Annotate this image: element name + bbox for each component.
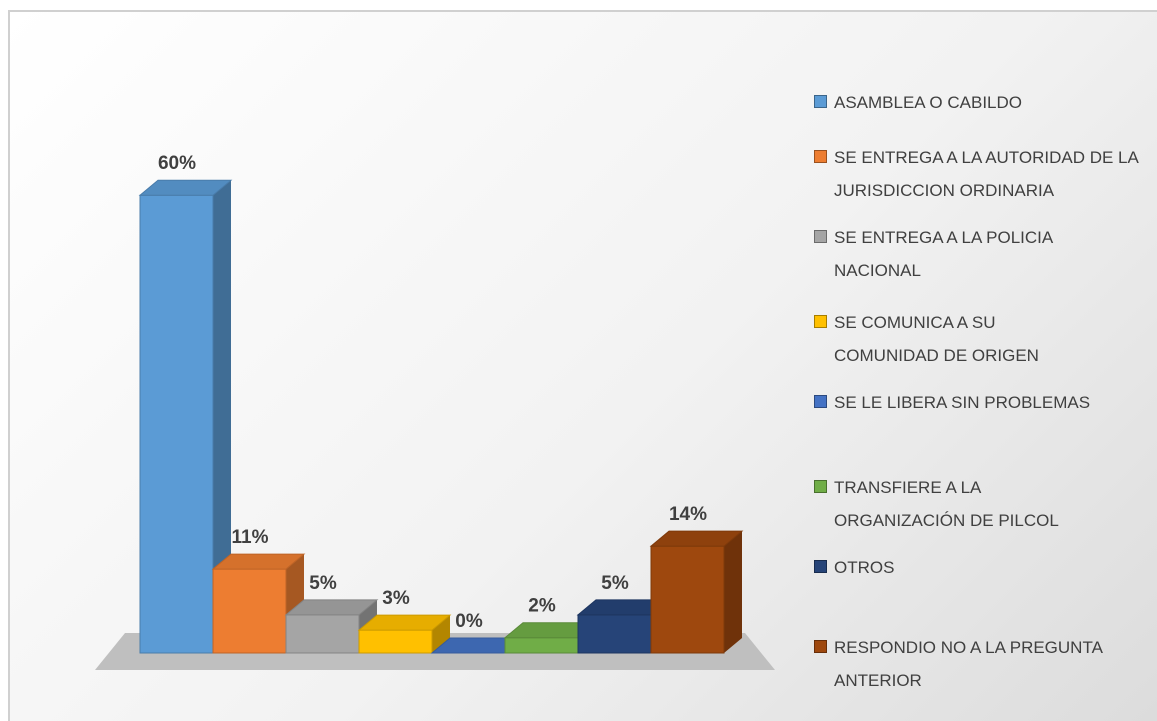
legend-label: SE LE LIBERA SIN PROBLEMAS (834, 393, 1091, 412)
bar-front (139, 194, 214, 654)
legend-item: SE ENTREGA A LA AUTORIDAD DE LA JURISDIC… (812, 141, 1157, 207)
legend-item: SE COMUNICA A SU COMUNIDAD DE ORIGEN (812, 306, 1054, 372)
bar-front (577, 614, 652, 654)
bar (211, 553, 306, 654)
data-label: 14% (669, 504, 707, 525)
bar-front (212, 568, 287, 654)
data-label: 5% (309, 573, 337, 594)
bar (649, 530, 744, 654)
legend-swatch (814, 640, 827, 653)
bar (357, 614, 452, 654)
legend-label: TRANSFIERE A LA ORGANIZACIÓN DE PILCOL (834, 478, 1059, 530)
legend-item: SE LE LIBERA SIN PROBLEMAS (812, 386, 1157, 419)
bar (138, 179, 233, 654)
legend-item: RESPONDIO NO A LA PREGUNTA ANTERIOR (812, 631, 1157, 697)
bar-top (649, 530, 744, 547)
legend-label: SE COMUNICA A SU COMUNIDAD DE ORIGEN (834, 313, 1039, 365)
bar-top (357, 614, 452, 631)
data-label: 3% (382, 588, 410, 609)
data-label: 2% (528, 596, 556, 617)
legend-label: ASAMBLEA O CABILDO (834, 93, 1023, 112)
bar-side (724, 531, 742, 653)
legend-label: SE ENTREGA A LA POLICIA NACIONAL (834, 228, 1053, 280)
data-label: 60% (158, 153, 196, 174)
bar-front (285, 614, 360, 654)
bar-front (650, 545, 725, 654)
legend-item: ASAMBLEA O CABILDO (812, 86, 1134, 119)
data-label: 11% (232, 527, 269, 548)
bar-front (504, 637, 579, 654)
legend-swatch (814, 315, 827, 328)
bar-side (432, 615, 450, 653)
bar-top (284, 599, 379, 616)
data-label: 0% (455, 611, 483, 632)
bar-top (138, 179, 233, 196)
legend-swatch (814, 95, 827, 108)
legend-swatch (814, 480, 827, 493)
legend-swatch (814, 560, 827, 573)
bar-side (213, 180, 231, 653)
legend-label: OTROS (834, 558, 895, 577)
legend-swatch (814, 150, 827, 163)
legend-item: OTROS (812, 551, 1134, 584)
legend-label: RESPONDIO NO A LA PREGUNTA ANTERIOR (834, 638, 1102, 690)
bar (576, 599, 671, 654)
legend-item: SE ENTREGA A LA POLICIA NACIONAL (812, 221, 1094, 287)
legend-swatch (814, 230, 827, 243)
legend-item: TRANSFIERE A LA ORGANIZACIÓN DE PILCOL (812, 471, 1094, 537)
bar-top (211, 553, 306, 570)
legend-swatch (814, 395, 827, 408)
bar-front (358, 629, 433, 654)
legend-label: SE ENTREGA A LA AUTORIDAD DE LA JURISDIC… (834, 148, 1138, 200)
data-label: 5% (601, 573, 629, 594)
